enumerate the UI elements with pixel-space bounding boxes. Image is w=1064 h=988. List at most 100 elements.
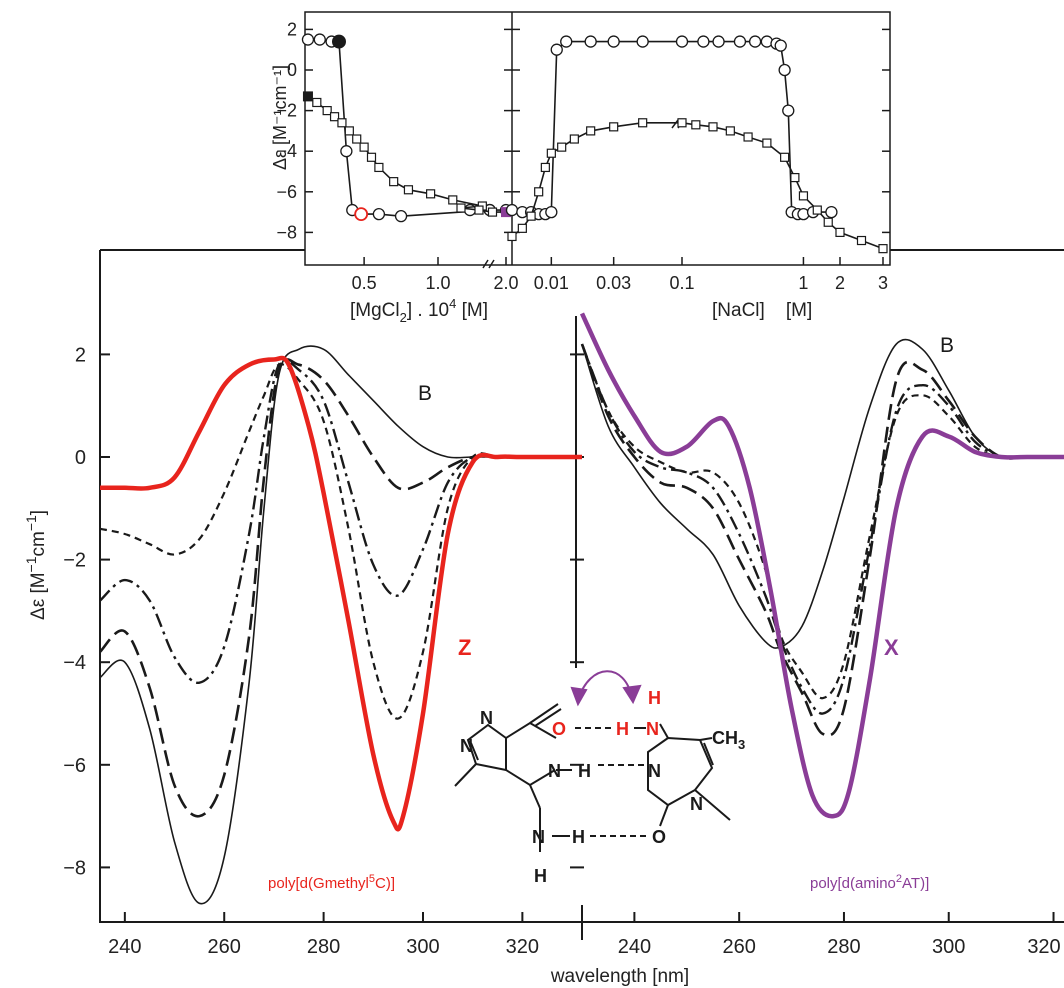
inset-y-tick-label: 2: [287, 19, 297, 39]
inset-y-ticks: 2 0 −2 −4 −6 −8: [276, 19, 890, 242]
amino-bond: [529, 784, 541, 809]
inset-mg-tick-label: 1.0: [425, 273, 450, 293]
main-y-tick-label: −8: [63, 857, 86, 879]
inset-circle-marker: [560, 35, 573, 48]
inset-square-marker: [352, 134, 362, 144]
imidazole-ring: [466, 723, 507, 771]
arrow-head-right: [622, 684, 642, 705]
methyl-left: [454, 763, 477, 787]
carbonyl-bottom: [659, 804, 669, 827]
inset-na-tick-label: 3: [878, 273, 888, 293]
inset-circle-marker: [607, 35, 620, 48]
left-series-line-3: [99, 363, 582, 720]
inset-circle-marker: [550, 43, 563, 56]
inset-mg-tick-label: 0.5: [352, 273, 377, 293]
left-series-line-4: [100, 355, 582, 832]
inset-na-tick-label: 0.01: [534, 273, 569, 293]
inset-y-tick-label: −4: [276, 141, 297, 161]
inset-na-series: [505, 35, 888, 254]
inset-square-marker: [403, 185, 414, 195]
amino-n-bond: [659, 723, 669, 739]
inset-na-tick-label: 2: [835, 273, 845, 293]
inset-square-marker: [790, 172, 800, 183]
inset-square-marker: [374, 162, 384, 173]
main-x-ticks: 240 260 280 300 320 240 260 280 300 320: [108, 912, 1061, 958]
inset-circle-marker: [636, 35, 649, 48]
inset-square-marker: [743, 132, 753, 142]
right-series-line-0: [581, 338, 1064, 649]
main-chart-frame: [99, 249, 1064, 940]
inset-circle-marker: [697, 35, 710, 48]
inset-circle-marker: [584, 35, 597, 48]
main-y-tick-label: 2: [75, 344, 86, 366]
inset-circle-marker: [712, 35, 725, 48]
inset-square-marker: [517, 223, 527, 233]
inset-square-marker: [426, 189, 436, 199]
inset-square-marker: [780, 152, 790, 162]
label-x: X: [884, 635, 899, 660]
inset-square-marker: [708, 122, 718, 132]
inset-circle-marker: [372, 207, 386, 221]
atom-n-red: N: [646, 719, 659, 739]
carbonyl-bond-2: [534, 708, 562, 727]
inset-square-marker: [609, 122, 619, 132]
inset-circle-marker: [825, 205, 838, 219]
inset-square-marker: [337, 118, 347, 128]
pyrimidine-ring: [647, 736, 714, 807]
inset-mg-axis-break: [482, 259, 495, 269]
inset-y-tick-label: 0: [287, 60, 297, 80]
inset-square-marker: [798, 191, 809, 201]
inset-square-marker: [359, 142, 369, 152]
inset-circle-marker: [733, 35, 747, 48]
right-polymer-label: poly[d(amino2AT)]: [810, 873, 929, 892]
inset-square-marker: [507, 231, 517, 242]
ring-double: [703, 742, 714, 766]
inset-mg-series: [301, 33, 513, 223]
inset-background: [305, 12, 890, 265]
right-label-b: B: [940, 334, 954, 357]
left-series-line-0: [99, 345, 582, 905]
right-panel-series: [579, 312, 1064, 819]
inset-circle-marker: [782, 104, 795, 117]
atom-ch3: CH3: [712, 728, 745, 752]
right-x-tick-label: 260: [722, 936, 755, 958]
atom-h-top: H: [648, 688, 661, 708]
inset-circle-marker: [748, 35, 762, 48]
inset-na-x-ticks: 0.01 0.03 0.1 1 2 3: [534, 119, 888, 293]
inset-mg-x-axis-label: [MgCl2] . 104 [M]: [350, 296, 488, 325]
base-pair-structure: [454, 670, 731, 852]
left-x-tick-label: 260: [208, 936, 241, 958]
inset-na-tick-label: 0.1: [669, 273, 694, 293]
atom-h-bottom: H: [572, 827, 585, 847]
inset-square-marker: [762, 138, 772, 148]
inset-square-marker: [540, 162, 550, 173]
inset-circle-marker: [394, 210, 408, 223]
right-series-line-2: [580, 343, 1064, 715]
inset-square-marker: [487, 207, 498, 217]
inset-square-marker: [322, 105, 332, 116]
right-series-line-3: [580, 343, 1064, 700]
inset-filled-circle: [331, 34, 346, 49]
inset-mg-x-ticks: 0.5 1.0 2.0: [352, 257, 519, 293]
atom-n-bottom: N: [532, 827, 545, 847]
atom-h-nh2: H: [534, 866, 547, 886]
arrow-head-left: [570, 686, 588, 707]
label-z: Z: [458, 635, 471, 660]
inset-na-tick-label: 0.03: [596, 273, 631, 293]
main-y-tick-label: −6: [63, 755, 86, 777]
inset-square-marker: [569, 134, 579, 144]
left-x-tick-label: 240: [108, 936, 141, 958]
left-panel-series: [99, 345, 582, 905]
atom-n-imidazole: N: [480, 708, 493, 728]
right-x-tick-label: 240: [618, 936, 651, 958]
inset-filled-square: [302, 91, 313, 102]
atom-n-mid: N: [548, 761, 561, 781]
right-series-line-1: [580, 343, 1064, 737]
atom-o-bottom: O: [652, 827, 666, 847]
inset-mg-tick-label: 2.0: [493, 273, 518, 293]
titration-inset: 2 0 −2 −4 −6 −8 0.5 1.0 2.0 0.01 0.03 0.1 1 2 3 Δε […: [270, 11, 891, 325]
main-y-tick-label: 0: [75, 447, 86, 469]
inset-square-marker: [389, 177, 399, 187]
left-series-line-1: [99, 358, 582, 818]
